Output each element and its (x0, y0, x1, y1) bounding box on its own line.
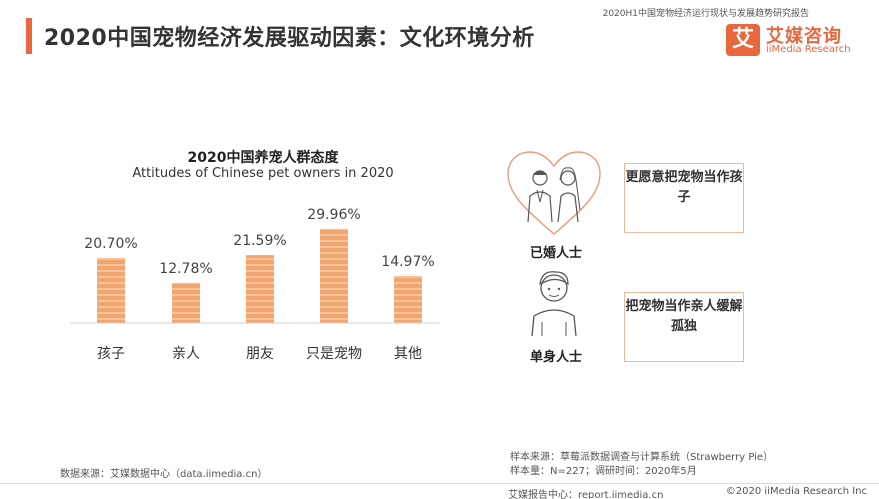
iimedia-logo: 艾 艾媒咨询 iiMedia Research (726, 24, 876, 60)
bar-3 (320, 228, 348, 323)
statement-single: 把宠物当作亲人缓解孤独 (624, 292, 744, 362)
segment-label-married: 已婚人士 (529, 246, 582, 261)
report-name: 2020H1中国宠物经济运行现状与发展趋势研究报告 (602, 9, 809, 19)
sample-notes: 样本来源：草莓派数据调查与计算系统（Strawberry Pie） 样本量：N=… (510, 451, 773, 479)
category-label-4: 其他 (394, 346, 422, 362)
copyright: ©2020 iiMedia Research Inc (725, 486, 867, 497)
chart-subtitle: Attitudes of Chinese pet owners in 2020 (132, 166, 394, 181)
category-label-1: 亲人 (172, 346, 200, 362)
category-label-2: 朋友 (246, 346, 274, 362)
statement-married: 更愿意把宠物当作孩子 (624, 163, 744, 233)
logo-name-cn: 艾媒咨询 (766, 26, 842, 47)
logo-name-en: iiMedia Research (766, 44, 851, 55)
sample-info: 样本量：N=227；调研时间：2020年5月 (510, 466, 697, 477)
chart-title: 2020中国养宠人群态度 (187, 150, 339, 166)
married-couple-icon (507, 151, 601, 235)
logo-mark-icon: 艾 (726, 24, 760, 56)
data-source: 数据来源：艾媒数据中心（data.iimedia.cn） (60, 469, 268, 480)
single-person-icon (531, 271, 577, 337)
title-accent-bar (26, 18, 32, 54)
report-center: 艾媒报告中心：report.iimedia.cn (508, 490, 664, 499)
category-label-0: 孩子 (97, 346, 125, 362)
value-label-1: 12.78% (159, 261, 212, 277)
bar-1 (172, 282, 200, 323)
page-title: 2020中国宠物经济发展驱动因素：文化环境分析 (44, 26, 535, 51)
value-label-3: 29.96% (307, 207, 360, 223)
attitude-bar-chart: 20.70% 孩子 12.78% 亲人 21.59% 朋友 29.96% 只是宠物 14.97%… (70, 207, 440, 362)
value-label-2: 21.59% (233, 233, 286, 249)
segment-label-single: 单身人士 (529, 350, 582, 365)
value-label-0: 20.70% (84, 236, 137, 252)
category-label-3: 只是宠物 (306, 346, 362, 362)
bar-0 (97, 257, 125, 323)
sample-source: 样本来源：草莓派数据调查与计算系统（Strawberry Pie） (510, 452, 774, 463)
footer-divider (0, 483, 879, 484)
value-label-4: 14.97% (381, 254, 434, 270)
bar-4 (394, 275, 422, 323)
bar-2 (246, 255, 274, 323)
